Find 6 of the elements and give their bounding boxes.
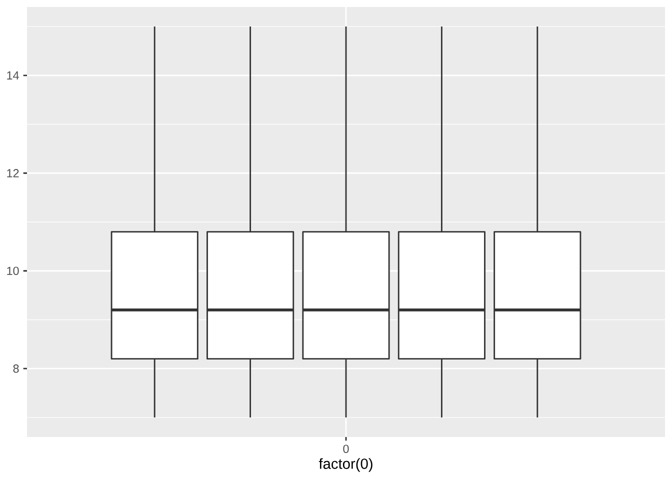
x-tick-label: 0 <box>343 444 349 454</box>
y-tick-label: 12 <box>7 169 19 178</box>
y-tick-label: 8 <box>13 364 19 373</box>
y-tick-label: 10 <box>7 266 19 276</box>
x-axis-title: factor(0) <box>318 458 372 472</box>
y-tick-label: 14 <box>7 71 19 80</box>
